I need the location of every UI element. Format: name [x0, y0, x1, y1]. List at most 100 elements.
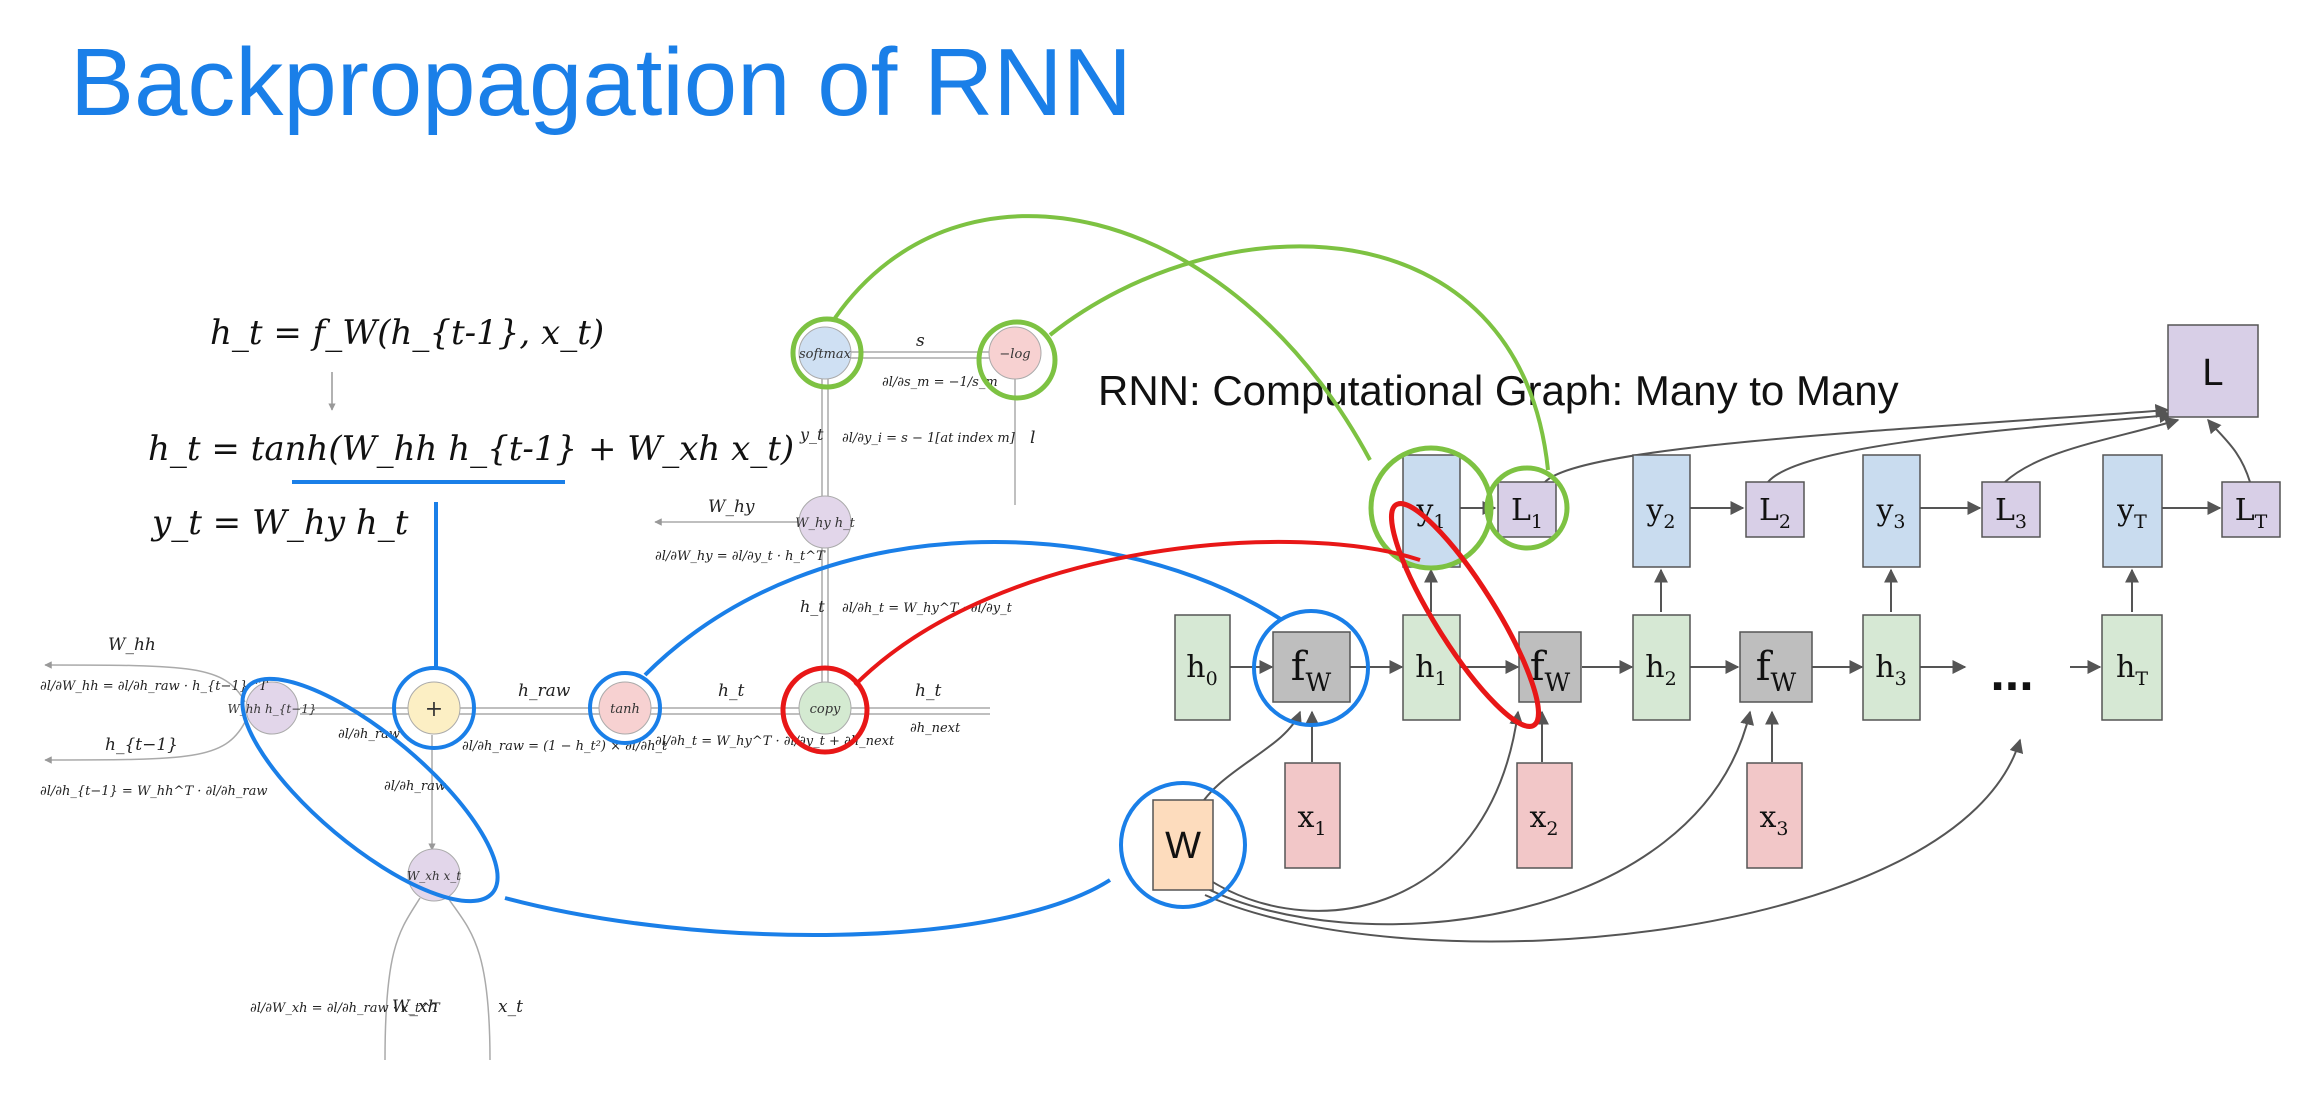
y3-box — [1862, 454, 1921, 568]
slide-title: Backpropagation of RNN — [70, 29, 1132, 136]
node-label-h0: h0 — [1186, 650, 1217, 690]
green-circle-neglog — [976, 319, 1058, 401]
w-box — [1152, 799, 1214, 891]
fW-box-2 — [1518, 631, 1582, 703]
node-label-y3: y3 — [1875, 493, 1905, 533]
node-label-L2: L2 — [1759, 493, 1791, 533]
equation-3: y_t = W_hy h_t — [150, 503, 409, 543]
x1-box — [1284, 762, 1341, 869]
label-hraw: h_raw — [518, 681, 571, 701]
label-ht-minus1: h_{t−1} — [105, 735, 178, 755]
w-label: W — [1165, 825, 1201, 867]
blue-connector-W — [504, 878, 1112, 937]
fW-box-1 — [1272, 631, 1351, 703]
grad-dht1: ∂l/∂h_{t−1} = W_hh^T · ∂l/∂h_raw — [40, 784, 267, 799]
svg-text:W_xh x_t: W_xh x_t — [407, 869, 461, 883]
node-label-yT: yT — [2116, 493, 2147, 533]
green-connector-1 — [833, 214, 1372, 461]
green-circle-L1 — [1484, 465, 1570, 551]
green-circle-y1 — [1368, 445, 1494, 571]
blue-ellipse-whh-wxh — [240, 676, 500, 904]
grad-dy: ∂l/∂y_i = s − 1[at index m] — [842, 431, 1016, 446]
node-label-fW: fW — [1291, 644, 1332, 697]
svg-text:W_hy h_t: W_hy h_t — [795, 516, 856, 531]
node-label-LT: LT — [2235, 493, 2268, 533]
green-circle-softmax — [790, 316, 864, 390]
label-yt: y_t — [799, 425, 824, 444]
node-label-h3: h3 — [1875, 650, 1906, 690]
label-ht-mid: h_t — [718, 681, 744, 701]
hT-box — [2101, 614, 2163, 721]
red-ellipse-h1-fW — [1389, 501, 1541, 729]
blue-circle-fW — [1252, 609, 1370, 727]
svg-text:+: + — [425, 697, 443, 722]
grad-dht-sum: ∂l/∂h_t = W_hy^T · ∂l/∂y_t + ∂h_next — [655, 734, 895, 749]
equation-1: h_t = f_W(h_{t-1}, x_t) — [210, 313, 604, 353]
right-graph-edges — [1194, 403, 2251, 943]
grad-dht-vertical: ∂l/∂h_t = W_hy^T · ∂l/∂y_t — [842, 601, 1013, 616]
neglog-node: −log — [988, 326, 1042, 380]
label-s: s — [916, 331, 925, 351]
svg-text:copy: copy — [810, 702, 841, 717]
blue-circle-tanh — [588, 671, 662, 745]
yT-box — [2102, 454, 2163, 568]
svg-text:softmax: softmax — [799, 347, 852, 362]
h1-box — [1402, 614, 1461, 721]
node-label-fW: fW — [1756, 644, 1797, 697]
y2-box — [1632, 454, 1691, 568]
blue-connector-tanh — [643, 539, 1284, 677]
y1-box — [1402, 454, 1461, 568]
left-graph-nodes: softmax −log W_hy h_t copy tanh + — [227, 326, 1042, 902]
red-circle-copy — [780, 665, 870, 755]
why-ht-node: W_hy h_t — [795, 495, 856, 549]
grad-dwxh: ∂l/∂W_xh = ∂l/∂h_raw · x_t^T — [250, 1001, 441, 1016]
right-graph-heading: RNN: Computational Graph: Many to Many — [1098, 367, 1899, 414]
equations: h_t = f_W(h_{t-1}, x_t) h_t = tanh(W_hh … — [148, 313, 794, 543]
node-label-y2: y2 — [1645, 493, 1675, 533]
h0-box — [1174, 614, 1231, 721]
label-xt: x_t — [498, 997, 523, 1017]
fW-box-3 — [1739, 631, 1813, 703]
node-label-x3: x3 — [1759, 800, 1788, 840]
node-label-h2: h2 — [1645, 650, 1676, 690]
x2-box — [1516, 762, 1573, 869]
label-whh: W_hh — [108, 635, 156, 655]
left-graph-labels: s y_t l W_hy h_t h_raw h_t h_t W_hh h_{t… — [105, 331, 1035, 1017]
node-label-x1: x1 — [1297, 800, 1326, 840]
green-connector-2 — [1048, 244, 1550, 471]
node-label-x2: x2 — [1529, 800, 1558, 840]
svg-text:tanh: tanh — [610, 702, 640, 717]
svg-text:W_hh h_{t−1}: W_hh h_{t−1} — [227, 702, 316, 716]
right-graph-nodes: L — [1152, 324, 2281, 891]
red-connector — [853, 540, 1421, 687]
node-label-L1: L1 — [1511, 493, 1543, 533]
grad-dwhy: ∂l/∂W_hy = ∂l/∂y_t · h_t^T — [655, 549, 826, 564]
node-label-hT: hT — [2116, 650, 2148, 690]
highlights — [240, 214, 1570, 937]
plus-node: + — [407, 681, 461, 735]
LT-box — [2221, 481, 2281, 538]
grad-dhraw-down: ∂l/∂h_raw — [384, 779, 446, 794]
L2-box — [1745, 481, 1805, 538]
blue-circle-W — [1119, 781, 1247, 909]
tanh-node: tanh — [598, 681, 652, 735]
grad-dhnext: ∂h_next — [910, 721, 961, 736]
svg-text:−log: −log — [999, 347, 1030, 362]
node-label-L3: L3 — [1995, 493, 2027, 533]
grad-dwhh: ∂l/∂W_hh = ∂l/∂h_raw · h_{t−1}^T — [40, 679, 269, 694]
loss-total-label: L — [2202, 352, 2223, 394]
equation-2: h_t = tanh(W_hh h_{t-1} + W_xh x_t) — [148, 429, 794, 469]
label-ht-vertical: h_t — [800, 597, 825, 616]
ellipsis: ... — [1990, 644, 2033, 702]
L3-box — [1981, 481, 2041, 538]
node-label-h1: h1 — [1415, 650, 1446, 690]
label-ht-right: h_t — [915, 681, 941, 701]
whh-ht1-node: W_hh h_{t−1} — [227, 681, 317, 735]
label-wxh: W_xh — [392, 997, 439, 1017]
label-l: l — [1030, 428, 1035, 448]
right-graph-labels: W ... — [1165, 644, 2034, 867]
softmax-node: softmax — [798, 326, 852, 380]
